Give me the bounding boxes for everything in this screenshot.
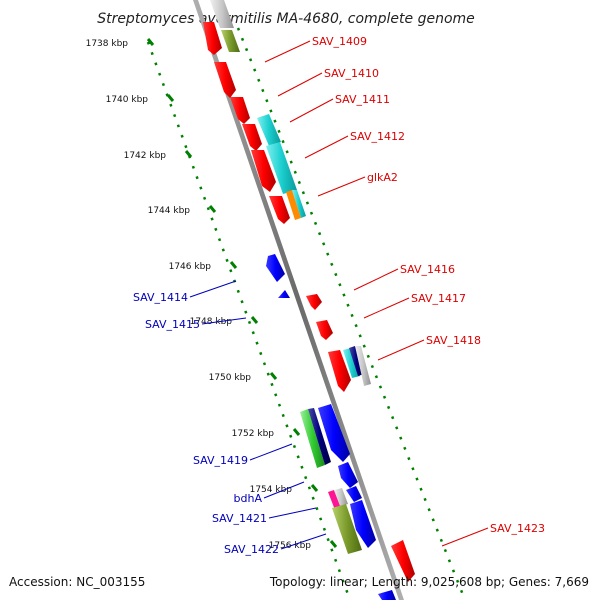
- ruler-tick-labels: 1738 kbp 1740 kbp 1742 kbp 1744 kbp 1746 kbp…: [86, 39, 312, 551]
- gene-arrow-sav1419: [318, 404, 350, 462]
- gene-label: SAV_1416: [400, 263, 455, 276]
- label-leader-line: [264, 40, 311, 63]
- label-leader-line: [353, 268, 399, 291]
- ruler-major-ticks: [146, 38, 338, 548]
- gene-labels: SAV_1409 SAV_1410 SAV_1411 SAV_1412 glkA2 SAV…: [133, 35, 545, 556]
- ruler-tick-label: 1754 kbp: [250, 485, 293, 495]
- gene-label: SAV_1419: [193, 454, 248, 467]
- ruler: 1738 kbp 1740 kbp 1742 kbp 1744 kbp 1746 kbp…: [86, 27, 467, 600]
- gene-label: SAV_1418: [426, 334, 481, 347]
- gene-arrow-sav1411: [230, 97, 250, 124]
- gene-arrow-bdha: [338, 462, 358, 488]
- accession-text: Accession: NC_003155: [9, 575, 145, 589]
- ruler-tick-label: 1748 kbp: [190, 317, 233, 327]
- domain-box-cyan-2: [266, 142, 297, 194]
- domain-box-navy: [308, 408, 331, 465]
- domain-box-cyan-3: [292, 190, 306, 218]
- label-leader-line: [263, 481, 305, 499]
- ruler-major-tick: [269, 372, 278, 380]
- label-leader-line: [363, 297, 410, 319]
- ruler-major-tick: [229, 261, 238, 269]
- gene-arrow-sav1418: [328, 350, 351, 392]
- label-leader-line: [249, 443, 293, 461]
- domain-box-olive-2: [332, 504, 362, 554]
- gene-arrow-bdha-b: [346, 486, 362, 502]
- gene-label: SAV_1409: [312, 35, 367, 48]
- gene-label: SAV_1410: [324, 67, 379, 80]
- gene-label: SAV_1411: [335, 93, 390, 106]
- ruler-tick-label: 1738 kbp: [86, 39, 129, 49]
- gene-label: SAV_1423: [490, 522, 545, 535]
- gene-arrow-sav1410: [214, 62, 236, 98]
- ruler-tick-label: 1752 kbp: [232, 429, 275, 439]
- reverse-genes: [266, 254, 396, 600]
- gene-label: glkA2: [367, 171, 398, 184]
- map-title: Streptomyces avermitilis MA-4680, comple…: [97, 11, 475, 27]
- label-leader-line: [189, 280, 237, 298]
- ruler-line-right: [236, 27, 467, 600]
- ruler-major-tick: [292, 428, 301, 436]
- gene-label: SAV_1417: [411, 292, 466, 305]
- gene-arrow-sav1416: [306, 294, 322, 310]
- gene-arrow-sav1417: [316, 320, 333, 340]
- ruler-tick-label: 1744 kbp: [148, 206, 191, 216]
- label-leader-line: [441, 527, 489, 547]
- gene-label: SAV_1421: [212, 512, 267, 525]
- domain-box-orange: [286, 190, 301, 220]
- label-leader-line: [201, 317, 247, 325]
- ruler-major-tick: [329, 540, 338, 548]
- ruler-major-tick: [146, 38, 155, 46]
- label-leader-line: [317, 176, 366, 197]
- label-leader-line: [289, 98, 334, 123]
- label-leader-line: [268, 507, 317, 519]
- gene-arrow-sav1415: [278, 290, 290, 298]
- genome-summary-text: Topology: linear; Length: 9,025,608 bp; …: [269, 575, 589, 589]
- axis-bar: [193, 0, 404, 600]
- gene-arrow-sav1423: [391, 540, 415, 582]
- domain-box-cyan-1: [257, 114, 281, 146]
- ruler-major-tick: [310, 484, 319, 492]
- label-leader-line: [304, 135, 349, 159]
- gene-arrow-sav1414: [266, 254, 285, 282]
- ruler-tick-label: 1740 kbp: [106, 95, 149, 105]
- ruler-tick-label: 1750 kbp: [209, 373, 252, 383]
- ruler-tick-label: 1746 kbp: [169, 262, 212, 272]
- gene-label: SAV_1412: [350, 130, 405, 143]
- ruler-major-tick: [208, 205, 217, 213]
- ruler-major-tick: [184, 150, 193, 158]
- label-leader-line: [280, 533, 327, 550]
- genome-axis: [193, 0, 404, 600]
- domain-box-gray-2: [355, 346, 371, 386]
- label-leader-line: [377, 339, 425, 361]
- gene-arrow-sav1421: [350, 500, 376, 548]
- domain-box-olive: [221, 30, 240, 52]
- label-leader-line: [277, 72, 323, 97]
- gene-arrow-glka2: [269, 196, 290, 224]
- domain-box-gray-3: [334, 488, 348, 506]
- gene-arrow-sav1422: [378, 590, 396, 600]
- gene-label: SAV_1415: [145, 318, 200, 331]
- gene-arrow-sav1411b: [242, 124, 262, 151]
- domain-box-green: [300, 409, 325, 468]
- gene-label: SAV_1414: [133, 291, 188, 304]
- gene-label: SAV_1422: [224, 543, 279, 556]
- ruler-major-tick: [250, 316, 259, 324]
- ruler-tick-label: 1742 kbp: [124, 151, 167, 161]
- gene-arrow-sav1412: [251, 150, 276, 192]
- gene-label: bdhA: [234, 492, 263, 505]
- forward-genes: [203, 0, 415, 582]
- domain-box-magenta: [328, 490, 341, 510]
- domain-box-cyan-4: [343, 348, 360, 378]
- ruler-major-tick: [166, 94, 175, 102]
- domain-box-gray: [210, 0, 234, 28]
- gene-arrow-sav1409-a: [203, 22, 222, 55]
